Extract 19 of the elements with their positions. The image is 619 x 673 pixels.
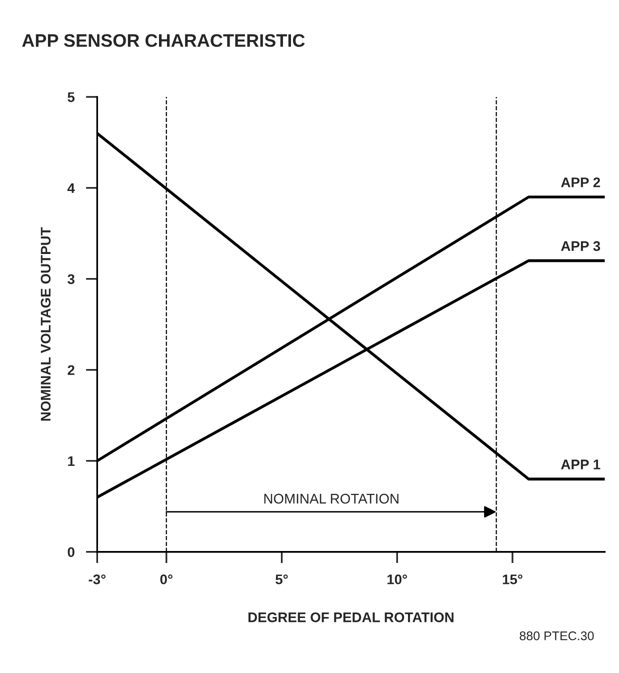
x-tick-label: 15°	[502, 574, 522, 584]
chart-title: APP SENSOR CHARACTERISTIC	[22, 34, 305, 47]
y-tick-label: 0	[68, 547, 74, 558]
y-tick-label: 1	[68, 456, 75, 466]
y-tick-label: 3	[68, 274, 74, 284]
series-label: APP 2	[561, 177, 600, 188]
y-tick-label: 2	[68, 365, 74, 375]
x-tick-label: 0°	[160, 574, 172, 584]
text: 880 PTEC.30	[520, 631, 594, 640]
series-label: APP 1	[561, 460, 600, 470]
y-tick-label: 4	[67, 183, 75, 193]
annotation: NOMINAL ROTATION	[264, 494, 398, 504]
x-tick-label: -3°	[88, 574, 106, 584]
x-tick-label: 5°	[276, 574, 288, 584]
x-tick-label: 10°	[387, 574, 408, 584]
y-axis-title: NOMINAL VOLTAGE OUTPUT	[40, 227, 51, 421]
series-label: APP 3	[561, 241, 600, 252]
y-tick-label: 5	[68, 92, 75, 102]
x-axis-title: DEGREE OF PEDAL ROTATION	[248, 612, 454, 622]
